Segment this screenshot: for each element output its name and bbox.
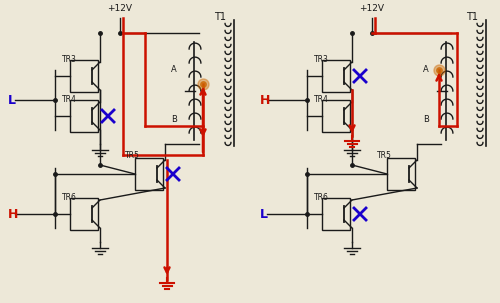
Text: A: A — [171, 65, 177, 75]
Text: L: L — [260, 208, 268, 221]
Bar — [135, 158, 163, 190]
Text: B: B — [423, 115, 429, 124]
Bar — [70, 60, 98, 92]
Bar — [70, 100, 98, 132]
Bar — [322, 100, 350, 132]
Text: TR5: TR5 — [377, 151, 392, 160]
Text: +12V: +12V — [360, 4, 384, 13]
Text: B: B — [171, 115, 177, 124]
Text: H: H — [8, 208, 18, 221]
Bar — [70, 198, 98, 230]
Text: TR6: TR6 — [62, 193, 77, 202]
Text: TR3: TR3 — [62, 55, 77, 64]
Text: H: H — [260, 94, 270, 106]
Text: L: L — [8, 94, 16, 106]
Text: T1: T1 — [214, 12, 226, 22]
Bar — [322, 60, 350, 92]
Text: TR5: TR5 — [125, 151, 140, 160]
Bar — [322, 198, 350, 230]
Text: +12V: +12V — [108, 4, 132, 13]
Bar — [387, 158, 415, 190]
Text: TR4: TR4 — [62, 95, 77, 104]
Text: TR4: TR4 — [314, 95, 329, 104]
Text: TR6: TR6 — [314, 193, 329, 202]
Text: TR3: TR3 — [314, 55, 329, 64]
Text: T1: T1 — [466, 12, 478, 22]
Text: A: A — [423, 65, 429, 75]
